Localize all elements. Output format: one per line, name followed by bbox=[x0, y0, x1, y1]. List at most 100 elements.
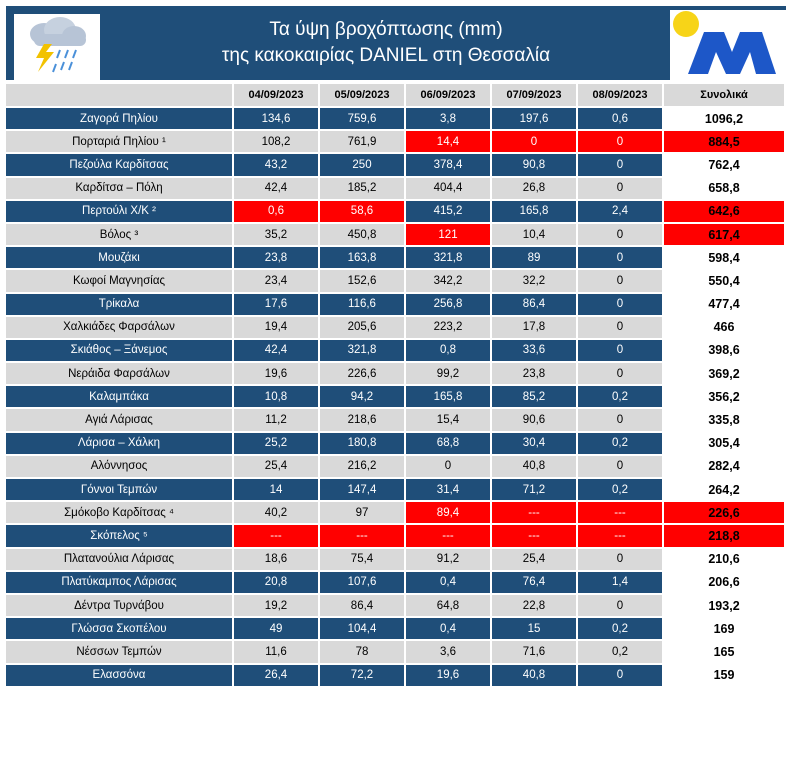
rainfall-total: 617,4 bbox=[664, 223, 786, 248]
table-row: Ζαγορά Πηλίου 134,6 759,6 3,8 197,6 0,6 1096,2 bbox=[6, 108, 786, 132]
rainfall-value: 14,4 bbox=[406, 131, 492, 155]
station-name: Δέντρα Τυρνάβου bbox=[6, 594, 234, 619]
rainfall-value: 250 bbox=[320, 154, 406, 178]
rainfall-value: 185,2 bbox=[320, 177, 406, 201]
rainfall-value: 218,6 bbox=[320, 409, 406, 433]
rainfall-value: 0,6 bbox=[578, 108, 664, 132]
rainfall-total: 466 bbox=[664, 316, 786, 340]
rainfall-value: 0 bbox=[578, 177, 664, 201]
rainfall-value: 40,8 bbox=[492, 664, 578, 688]
table-row: Γλώσσα Σκοπέλου 49 104,4 0,4 15 0,2 169 bbox=[6, 618, 786, 642]
header-station bbox=[6, 84, 234, 108]
table-row: Νέσσων Τεμπών 11,6 78 3,6 71,6 0,2 165 bbox=[6, 641, 786, 665]
rainfall-value: 89,4 bbox=[406, 502, 492, 526]
station-name: Χαλκιάδες Φαρσάλων bbox=[6, 316, 234, 340]
rainfall-total: 356,2 bbox=[664, 386, 786, 410]
station-name: Ελασσόνα bbox=[6, 664, 234, 688]
station-name: Τρίκαλα bbox=[6, 293, 234, 317]
rainfall-value: 0 bbox=[578, 363, 664, 387]
rainfall-value: 17,8 bbox=[492, 316, 578, 340]
rainfall-total: 206,6 bbox=[664, 571, 786, 595]
station-name: Καρδίτσα – Πόλη bbox=[6, 177, 234, 201]
rainfall-value: 68,8 bbox=[406, 432, 492, 456]
page-title: Τα ύψη βροχόπτωσης (mm) της κακοκαιρίας … bbox=[106, 6, 666, 80]
station-name: Περτούλι Χ/Κ ² bbox=[6, 200, 234, 224]
rainfall-value: 0,4 bbox=[406, 618, 492, 642]
header-date-5: 08/09/2023 bbox=[578, 84, 664, 108]
rainfall-total: 169 bbox=[664, 618, 786, 642]
station-name: Μουζάκι bbox=[6, 247, 234, 271]
rainfall-value: 0 bbox=[406, 455, 492, 479]
rainfall-value: 107,6 bbox=[320, 571, 406, 595]
rainfall-value: 0 bbox=[578, 548, 664, 572]
rainfall-value: 20,8 bbox=[234, 571, 320, 595]
storm-cloud-icon bbox=[14, 14, 100, 80]
station-name: Σκιάθος – Ξάνεμος bbox=[6, 339, 234, 364]
rainfall-value: 3,6 bbox=[406, 641, 492, 665]
table-row: Περτούλι Χ/Κ ² 0,6 58,6 415,2 165,8 2,4 642,6 bbox=[6, 200, 786, 224]
rainfall-value: 404,4 bbox=[406, 177, 492, 201]
station-name: Γλώσσα Σκοπέλου bbox=[6, 618, 234, 642]
rainfall-value: 86,4 bbox=[320, 594, 406, 619]
rainfall-value: 97 bbox=[320, 502, 406, 526]
header-date-2: 05/09/2023 bbox=[320, 84, 406, 108]
table-row: Τρίκαλα 17,6 116,6 256,8 86,4 0 477,4 bbox=[6, 293, 786, 317]
station-name: Καλαμπάκα bbox=[6, 386, 234, 410]
title-line-2: της κακοκαιρίας DANIEL στη Θεσσαλία bbox=[221, 45, 551, 66]
table-row: Κωφοί Μαγνησίας 23,4 152,6 342,2 32,2 0 550,4 bbox=[6, 270, 786, 294]
station-name: Νέσσων Τεμπών bbox=[6, 641, 234, 665]
rainfall-total: 369,2 bbox=[664, 363, 786, 387]
rainfall-value: 378,4 bbox=[406, 154, 492, 178]
rainfall-value: 72,2 bbox=[320, 664, 406, 688]
header-date-3: 06/09/2023 bbox=[406, 84, 492, 108]
rainfall-value: 33,6 bbox=[492, 339, 578, 364]
rainfall-value: 75,4 bbox=[320, 548, 406, 572]
rainfall-value: 78 bbox=[320, 641, 406, 665]
rainfall-value: 10,4 bbox=[492, 223, 578, 248]
table-row: Πορταριά Πηλίου ¹ 108,2 761,9 14,4 0 0 884,5 bbox=[6, 131, 786, 155]
rainfall-value: 321,8 bbox=[320, 339, 406, 364]
rainfall-value: 19,2 bbox=[234, 594, 320, 619]
title-line-1: Τα ύψη βροχόπτωσης (mm) bbox=[269, 19, 503, 40]
station-name: Νεράιδα Φαρσάλων bbox=[6, 363, 234, 387]
rainfall-value: 0,4 bbox=[406, 571, 492, 595]
rainfall-value: 0 bbox=[578, 270, 664, 294]
station-name: Σμόκοβο Καρδίτσας ⁴ bbox=[6, 502, 234, 526]
rainfall-table: 04/09/2023 05/09/2023 06/09/2023 07/09/2… bbox=[6, 84, 786, 688]
rainfall-value: 15,4 bbox=[406, 409, 492, 433]
rainfall-value: 85,2 bbox=[492, 386, 578, 410]
rainfall-value: 0 bbox=[578, 339, 664, 364]
station-name: Βόλος ³ bbox=[6, 223, 234, 248]
rainfall-value: 23,8 bbox=[492, 363, 578, 387]
rainfall-value: 14 bbox=[234, 479, 320, 503]
station-name: Πλατανούλια Λάρισας bbox=[6, 548, 234, 572]
rainfall-value: 0 bbox=[578, 594, 664, 619]
rainfall-value: 64,8 bbox=[406, 594, 492, 619]
table-row: Δέντρα Τυρνάβου 19,2 86,4 64,8 22,8 0 193,2 bbox=[6, 594, 786, 619]
rainfall-value: 223,2 bbox=[406, 316, 492, 340]
rainfall-value: --- bbox=[320, 525, 406, 549]
header-date-1: 04/09/2023 bbox=[234, 84, 320, 108]
rainfall-value: 11,6 bbox=[234, 641, 320, 665]
table-row: Καλαμπάκα 10,8 94,2 165,8 85,2 0,2 356,2 bbox=[6, 386, 786, 410]
rainfall-value: 25,4 bbox=[234, 455, 320, 479]
table-row: Πλατανούλια Λάρισας 18,6 75,4 91,2 25,4 0 210,… bbox=[6, 548, 786, 572]
rainfall-total: 398,6 bbox=[664, 339, 786, 364]
rainfall-value: 30,4 bbox=[492, 432, 578, 456]
rainfall-total: 642,6 bbox=[664, 200, 786, 224]
rainfall-value: 0 bbox=[578, 223, 664, 248]
rainfall-value: 26,8 bbox=[492, 177, 578, 201]
rainfall-value: --- bbox=[234, 525, 320, 549]
table-row: Πλατύκαμπος Λάρισας 20,8 107,6 0,4 76,4 1,4 20… bbox=[6, 571, 786, 595]
table-row: Σμόκοβο Καρδίτσας ⁴ 40,2 97 89,4 --- --- 226,6 bbox=[6, 502, 786, 526]
rainfall-value: 0,2 bbox=[578, 479, 664, 503]
rainfall-value: 35,2 bbox=[234, 223, 320, 248]
station-name: Αγιά Λάρισας bbox=[6, 409, 234, 433]
table-row: Μουζάκι 23,8 163,8 321,8 89 0 598,4 bbox=[6, 247, 786, 271]
station-name: Πεζούλα Καρδίτσας bbox=[6, 154, 234, 178]
rainfall-total: 264,2 bbox=[664, 479, 786, 503]
rainfall-value: 23,4 bbox=[234, 270, 320, 294]
rainfall-total: 226,6 bbox=[664, 502, 786, 526]
rainfall-value: 0 bbox=[578, 664, 664, 688]
